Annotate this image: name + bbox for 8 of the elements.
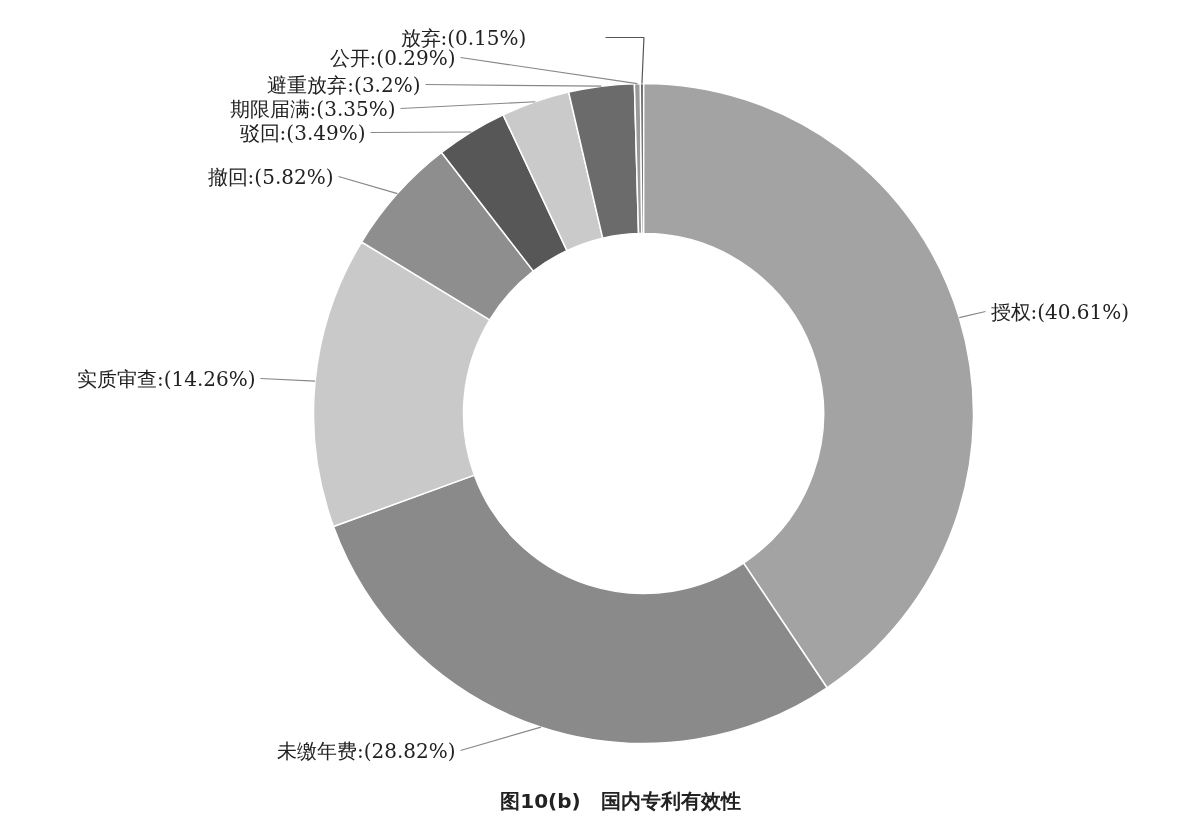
slice-label: 期限届满:(3.35%) — [229, 96, 396, 121]
slice-label: 避重放弃:(3.2%) — [267, 72, 421, 97]
text: 图10(b) 国内专利有效性 — [500, 788, 741, 813]
slice-label: 授权:(40.61%) — [990, 299, 1130, 324]
slice-label: 未缴年费:(28.82%) — [276, 738, 456, 763]
slice-label: 驳回:(3.49%) — [239, 120, 366, 145]
slice-label: 撤回:(5.82%) — [207, 164, 334, 189]
slice-label: 实质审查:(14.26%) — [76, 366, 256, 391]
